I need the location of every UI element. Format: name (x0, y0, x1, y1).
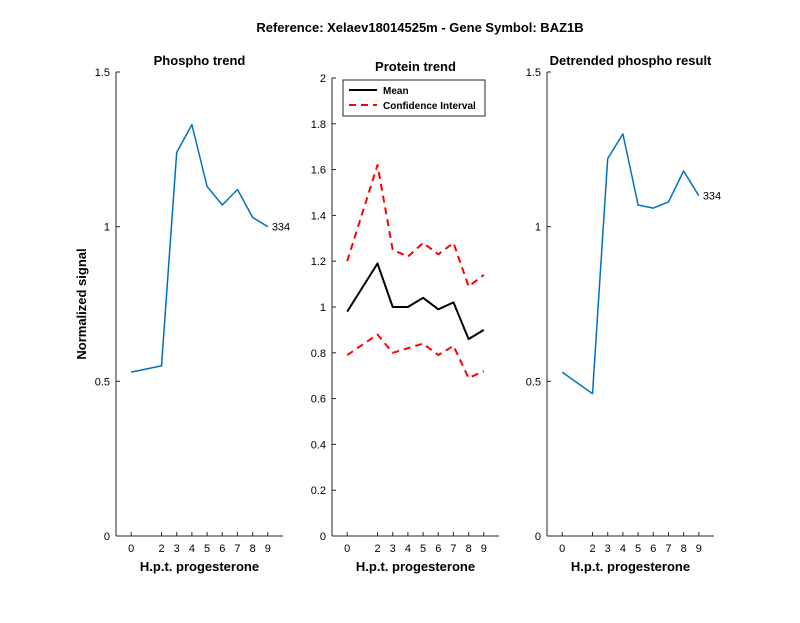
x-tick-label: 0 (559, 543, 565, 555)
y-tick-label: 1.4 (311, 210, 326, 222)
panel-title: Protein trend (375, 59, 456, 74)
x-tick-label: 8 (250, 543, 256, 555)
x-tick-label: 7 (450, 543, 456, 555)
y-tick-label: 0.2 (311, 485, 326, 497)
mean-series-line (346, 262, 485, 341)
x-tick-label: 6 (435, 543, 441, 555)
x-axis-label: H.p.t. progesterone (140, 559, 259, 574)
y-tick-label: 1.5 (95, 67, 110, 79)
y-tick-label: 1 (104, 222, 110, 234)
x-tick-label: 4 (405, 543, 411, 555)
phospho-series-line (561, 133, 700, 395)
x-tick-label: 0 (344, 543, 350, 555)
y-tick-label: 1 (320, 302, 326, 314)
chart-panel-3: Detrended phospho result H.p.t. progester… (526, 53, 721, 574)
x-tick-label: 2 (589, 543, 595, 555)
y-tick-label: 0.5 (95, 376, 110, 388)
y-tick-label: 1.5 (526, 67, 541, 79)
series-end-annotation: 334 (703, 191, 721, 203)
ci-lower-series-line (346, 333, 485, 379)
y-tick-label: 1.6 (311, 165, 326, 177)
x-tick-label: 4 (620, 543, 626, 555)
x-axis-label: H.p.t. progesterone (356, 559, 475, 574)
y-tick-label: 0 (320, 531, 326, 543)
series-end-annotation: 334 (272, 222, 290, 234)
legend-box (342, 79, 486, 117)
y-tick-label: 0.6 (311, 394, 326, 406)
x-tick-label: 5 (635, 543, 641, 555)
figure-suptitle: Reference: Xelaev18014525m - Gene Symbol… (256, 20, 583, 35)
x-tick-label: 7 (234, 543, 240, 555)
y-tick-label: 0 (535, 531, 541, 543)
y-tick-label: 0.8 (311, 348, 326, 360)
x-tick-label: 2 (158, 543, 164, 555)
legend: Mean Confidence Interval (342, 79, 486, 117)
x-axis-label: H.p.t. progesterone (571, 559, 690, 574)
y-tick-label: 1.8 (311, 119, 326, 131)
x-tick-label: 3 (390, 543, 396, 555)
x-tick-label: 8 (681, 543, 687, 555)
y-tick-label: 0 (104, 531, 110, 543)
x-tick-label: 9 (696, 543, 702, 555)
phospho-series-line (131, 123, 269, 373)
x-tick-label: 6 (650, 543, 656, 555)
x-tick-label: 0 (128, 543, 134, 555)
x-tick-label: 6 (219, 543, 225, 555)
x-tick-label: 4 (189, 543, 195, 555)
x-tick-label: 3 (174, 543, 180, 555)
x-tick-label: 7 (665, 543, 671, 555)
y-tick-label: 0.5 (526, 376, 541, 388)
y-tick-label: 2 (320, 73, 326, 85)
legend-ci-label: Confidence Interval (383, 101, 476, 112)
panel-title: Phospho trend (154, 53, 246, 68)
chart-panel-1: Phospho trend H.p.t. progesterone Normaliz… (74, 53, 290, 574)
y-tick-label: 1.2 (311, 256, 326, 268)
x-tick-label: 3 (605, 543, 611, 555)
x-tick-label: 5 (204, 543, 210, 555)
y-tick-label: 0.4 (311, 439, 326, 451)
x-tick-label: 8 (466, 543, 472, 555)
panel-title: Detrended phospho result (550, 53, 712, 68)
x-tick-label: 9 (481, 543, 487, 555)
ci-upper-series-line (346, 164, 485, 288)
x-tick-label: 2 (374, 543, 380, 555)
y-axis-label: Normalized signal (74, 248, 89, 359)
y-tick-label: 1 (535, 222, 541, 234)
legend-mean-label: Mean (383, 86, 409, 97)
x-tick-label: 5 (420, 543, 426, 555)
x-tick-label: 9 (265, 543, 271, 555)
